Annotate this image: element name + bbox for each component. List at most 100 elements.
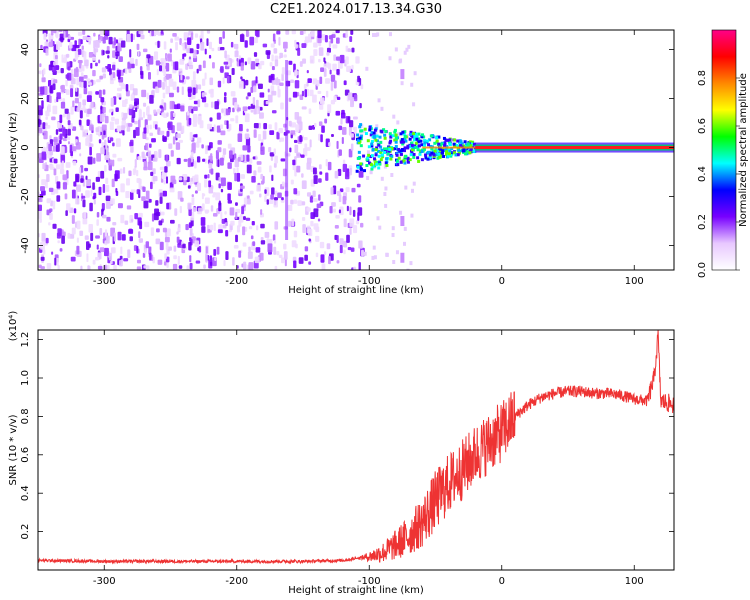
spectrogram-cell xyxy=(158,149,162,159)
spectrogram-cell xyxy=(69,233,75,239)
colorbar-tick-label: 0.8 xyxy=(697,70,708,86)
spectrogram-cell xyxy=(258,133,262,142)
spectrogram-cell xyxy=(238,250,242,258)
spectrogram-cell xyxy=(371,148,375,152)
colorbar-tick-label: 0.0 xyxy=(697,262,708,278)
spectrogram-cell xyxy=(447,152,451,156)
spectrogram-cell xyxy=(116,87,122,92)
spectrogram-cell xyxy=(412,152,416,156)
spectrogram-cell xyxy=(349,167,352,176)
spectrogram-cell xyxy=(424,153,428,157)
snr-x-tick-label: -100 xyxy=(358,576,381,587)
spectrogram-cell xyxy=(328,142,331,147)
spectrogram-cell xyxy=(416,145,420,149)
spectrogram-cell xyxy=(142,102,147,107)
spectrogram-cell xyxy=(225,108,231,116)
snr-x-tick-label: 100 xyxy=(625,576,644,587)
spectrogram-cell xyxy=(179,38,182,45)
spectrogram-cell xyxy=(78,68,82,73)
spectrogram-cell xyxy=(246,154,250,162)
spectrogram-cell xyxy=(83,80,87,88)
spectrogram-cell xyxy=(264,189,267,194)
spectrogram-cell xyxy=(116,125,122,132)
spectrogram-cell xyxy=(56,41,60,50)
spectrogram-cell xyxy=(464,143,468,147)
spectrogram-cell xyxy=(468,140,472,144)
spectrogram-cell xyxy=(120,183,125,193)
spectrogram-cell xyxy=(403,134,407,138)
spectrogram-cell xyxy=(412,138,416,142)
spectrogram-cell xyxy=(426,150,430,154)
spectrogram-cell xyxy=(42,163,46,170)
spectrogram-cell xyxy=(375,124,379,129)
spectrogram-cell xyxy=(235,202,238,206)
spectrogram-cell xyxy=(136,259,142,264)
spectrogram-cell xyxy=(371,255,375,260)
spectrogram-cell xyxy=(60,146,65,155)
spectrogram-cell xyxy=(466,144,470,148)
spectrogram-cell xyxy=(105,147,108,157)
spectrogram-cell xyxy=(281,197,284,201)
spectrogram-cell xyxy=(308,125,313,131)
spectrogram-cell xyxy=(336,69,340,75)
spectrogram-cell xyxy=(390,147,394,151)
spectrogram-cell xyxy=(318,178,322,183)
spectrogram-cell xyxy=(391,134,395,138)
spectrogram-cell xyxy=(248,246,251,252)
spectrogram-cell xyxy=(260,223,265,229)
spectrogram-cell xyxy=(294,80,300,89)
spectrogram-cell xyxy=(121,234,126,241)
spectrogram-cell xyxy=(259,112,264,119)
spectrogram-cell xyxy=(169,187,175,193)
spectrogram-cell xyxy=(421,133,425,137)
spectrogram-cell xyxy=(149,94,154,104)
spectrogram-cell xyxy=(447,140,451,144)
spectrogram-cell xyxy=(115,138,121,147)
spectrogram-cell xyxy=(253,85,257,93)
spectrogram-cell xyxy=(55,164,61,170)
spectrogram-cell xyxy=(41,100,44,109)
spectrogram-cell xyxy=(153,109,157,114)
spectrogram-cell xyxy=(313,208,319,218)
spectrogram-cell xyxy=(51,251,54,255)
spectrogram-cell xyxy=(375,139,379,143)
snr-x-tick-label: -300 xyxy=(93,576,116,587)
spectrogram-cell xyxy=(388,132,392,136)
spectrogram-cell xyxy=(304,246,309,252)
spectrogram-cell xyxy=(318,47,324,56)
snr-x-axis: -300 -200 -100 0 100 xyxy=(93,330,644,587)
spectrogram-cell xyxy=(349,206,352,216)
spectrogram-cell xyxy=(238,80,244,89)
spectrogram-cell xyxy=(343,249,346,255)
spectrogram-cell xyxy=(346,234,350,243)
spectrogram-cell xyxy=(335,30,340,34)
spectrogram-cell xyxy=(174,61,179,71)
colorbar-ticks: 0.0 0.2 0.4 0.6 0.8 xyxy=(697,70,740,278)
spectrogram-cell xyxy=(263,122,268,130)
spectrogram-cell xyxy=(49,95,52,104)
spectrogram-cell xyxy=(163,41,167,50)
spectrogram-cell xyxy=(112,50,117,58)
spectrogram-cell xyxy=(59,133,63,140)
spectrogram-cell xyxy=(130,189,136,193)
spectrogram-cell xyxy=(338,209,341,214)
spectrogram-cell xyxy=(299,134,302,143)
spectrogram-cell xyxy=(253,170,257,176)
spectrogram-cell xyxy=(444,138,448,142)
spectrogram-cell xyxy=(87,91,93,95)
spectrogram-cell xyxy=(102,184,106,193)
spectrogram-cell xyxy=(145,241,150,249)
spectrogram-cell xyxy=(390,154,394,158)
spectrogram-cell xyxy=(57,264,60,270)
spectrogram-cell xyxy=(370,167,374,171)
spectrogram-cell xyxy=(194,33,199,38)
spectrogram-cell xyxy=(146,54,151,59)
spectrogram-cell xyxy=(218,200,221,206)
spectrogram-cell xyxy=(408,158,412,162)
spectrogram-cell xyxy=(386,147,390,151)
spectrogram-cell xyxy=(330,99,336,105)
spectrogram-cell xyxy=(340,112,346,119)
spectrogram-cell xyxy=(67,38,71,43)
spectrogram-cell xyxy=(208,169,212,174)
spectrogram-cell xyxy=(459,144,463,148)
